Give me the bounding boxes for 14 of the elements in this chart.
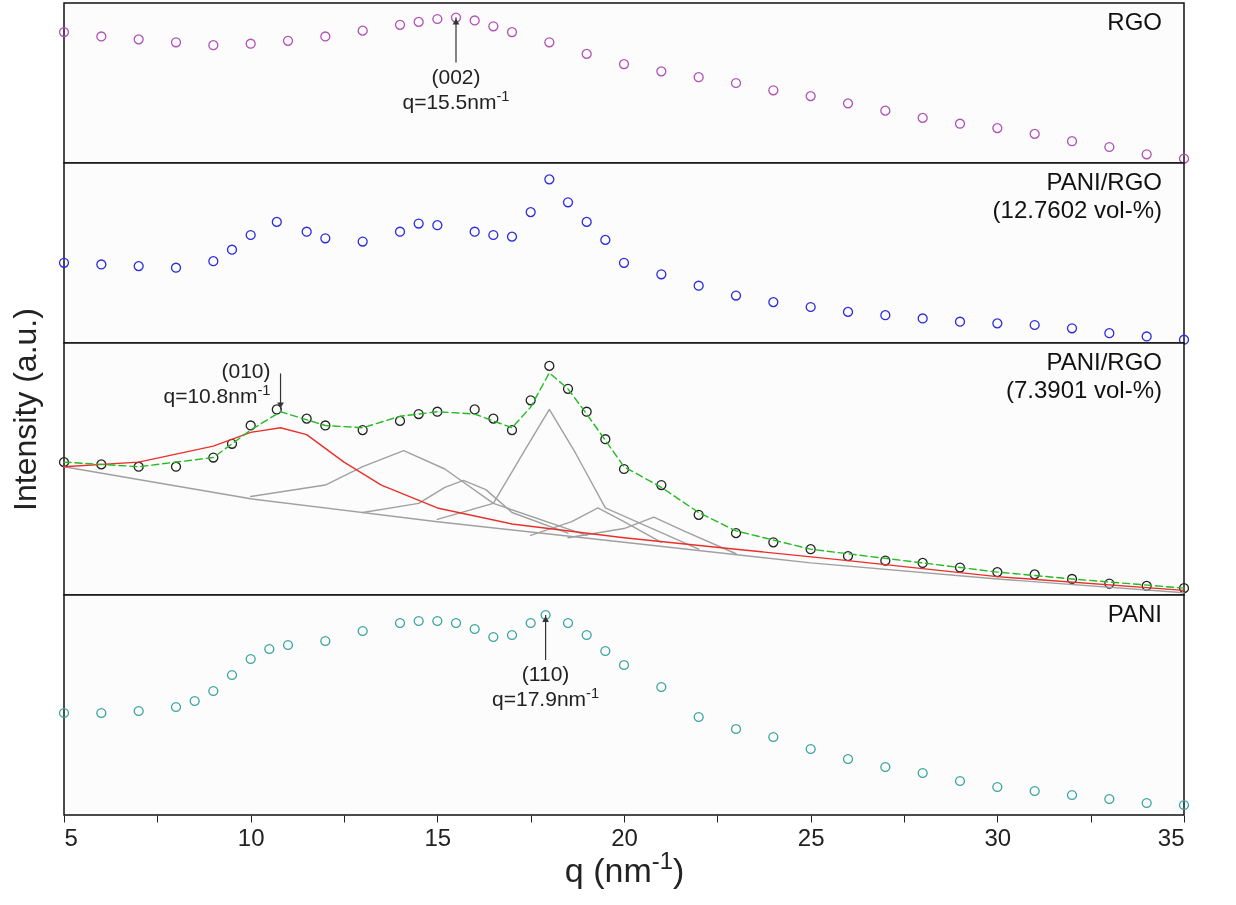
x-tick-label: 15 [424,823,452,851]
annotation: (010) q=10.8nm$^{-1}$ [163,359,271,408]
annotation: (110) q=17.9nm$^{-1}$ [492,662,600,710]
x-tick-label: 10 [237,823,265,851]
x-tick-label: 25 [797,823,825,851]
x-tick-label: 30 [984,823,1012,851]
annotation: (002) q=15.5nm$^{-1}$ [402,64,510,113]
x-tick-label: 5 [64,823,78,851]
y-axis-title: Intensity (a.u.) [6,308,43,511]
text: PANI/RGO (7.3901 vol-%) [1005,348,1162,403]
text: PANI/RGO (12.7602 vol-%) [992,168,1162,223]
text: PANI [1107,600,1162,627]
text: RGO [1107,8,1162,35]
x-tick-label: 35 [1157,823,1185,851]
